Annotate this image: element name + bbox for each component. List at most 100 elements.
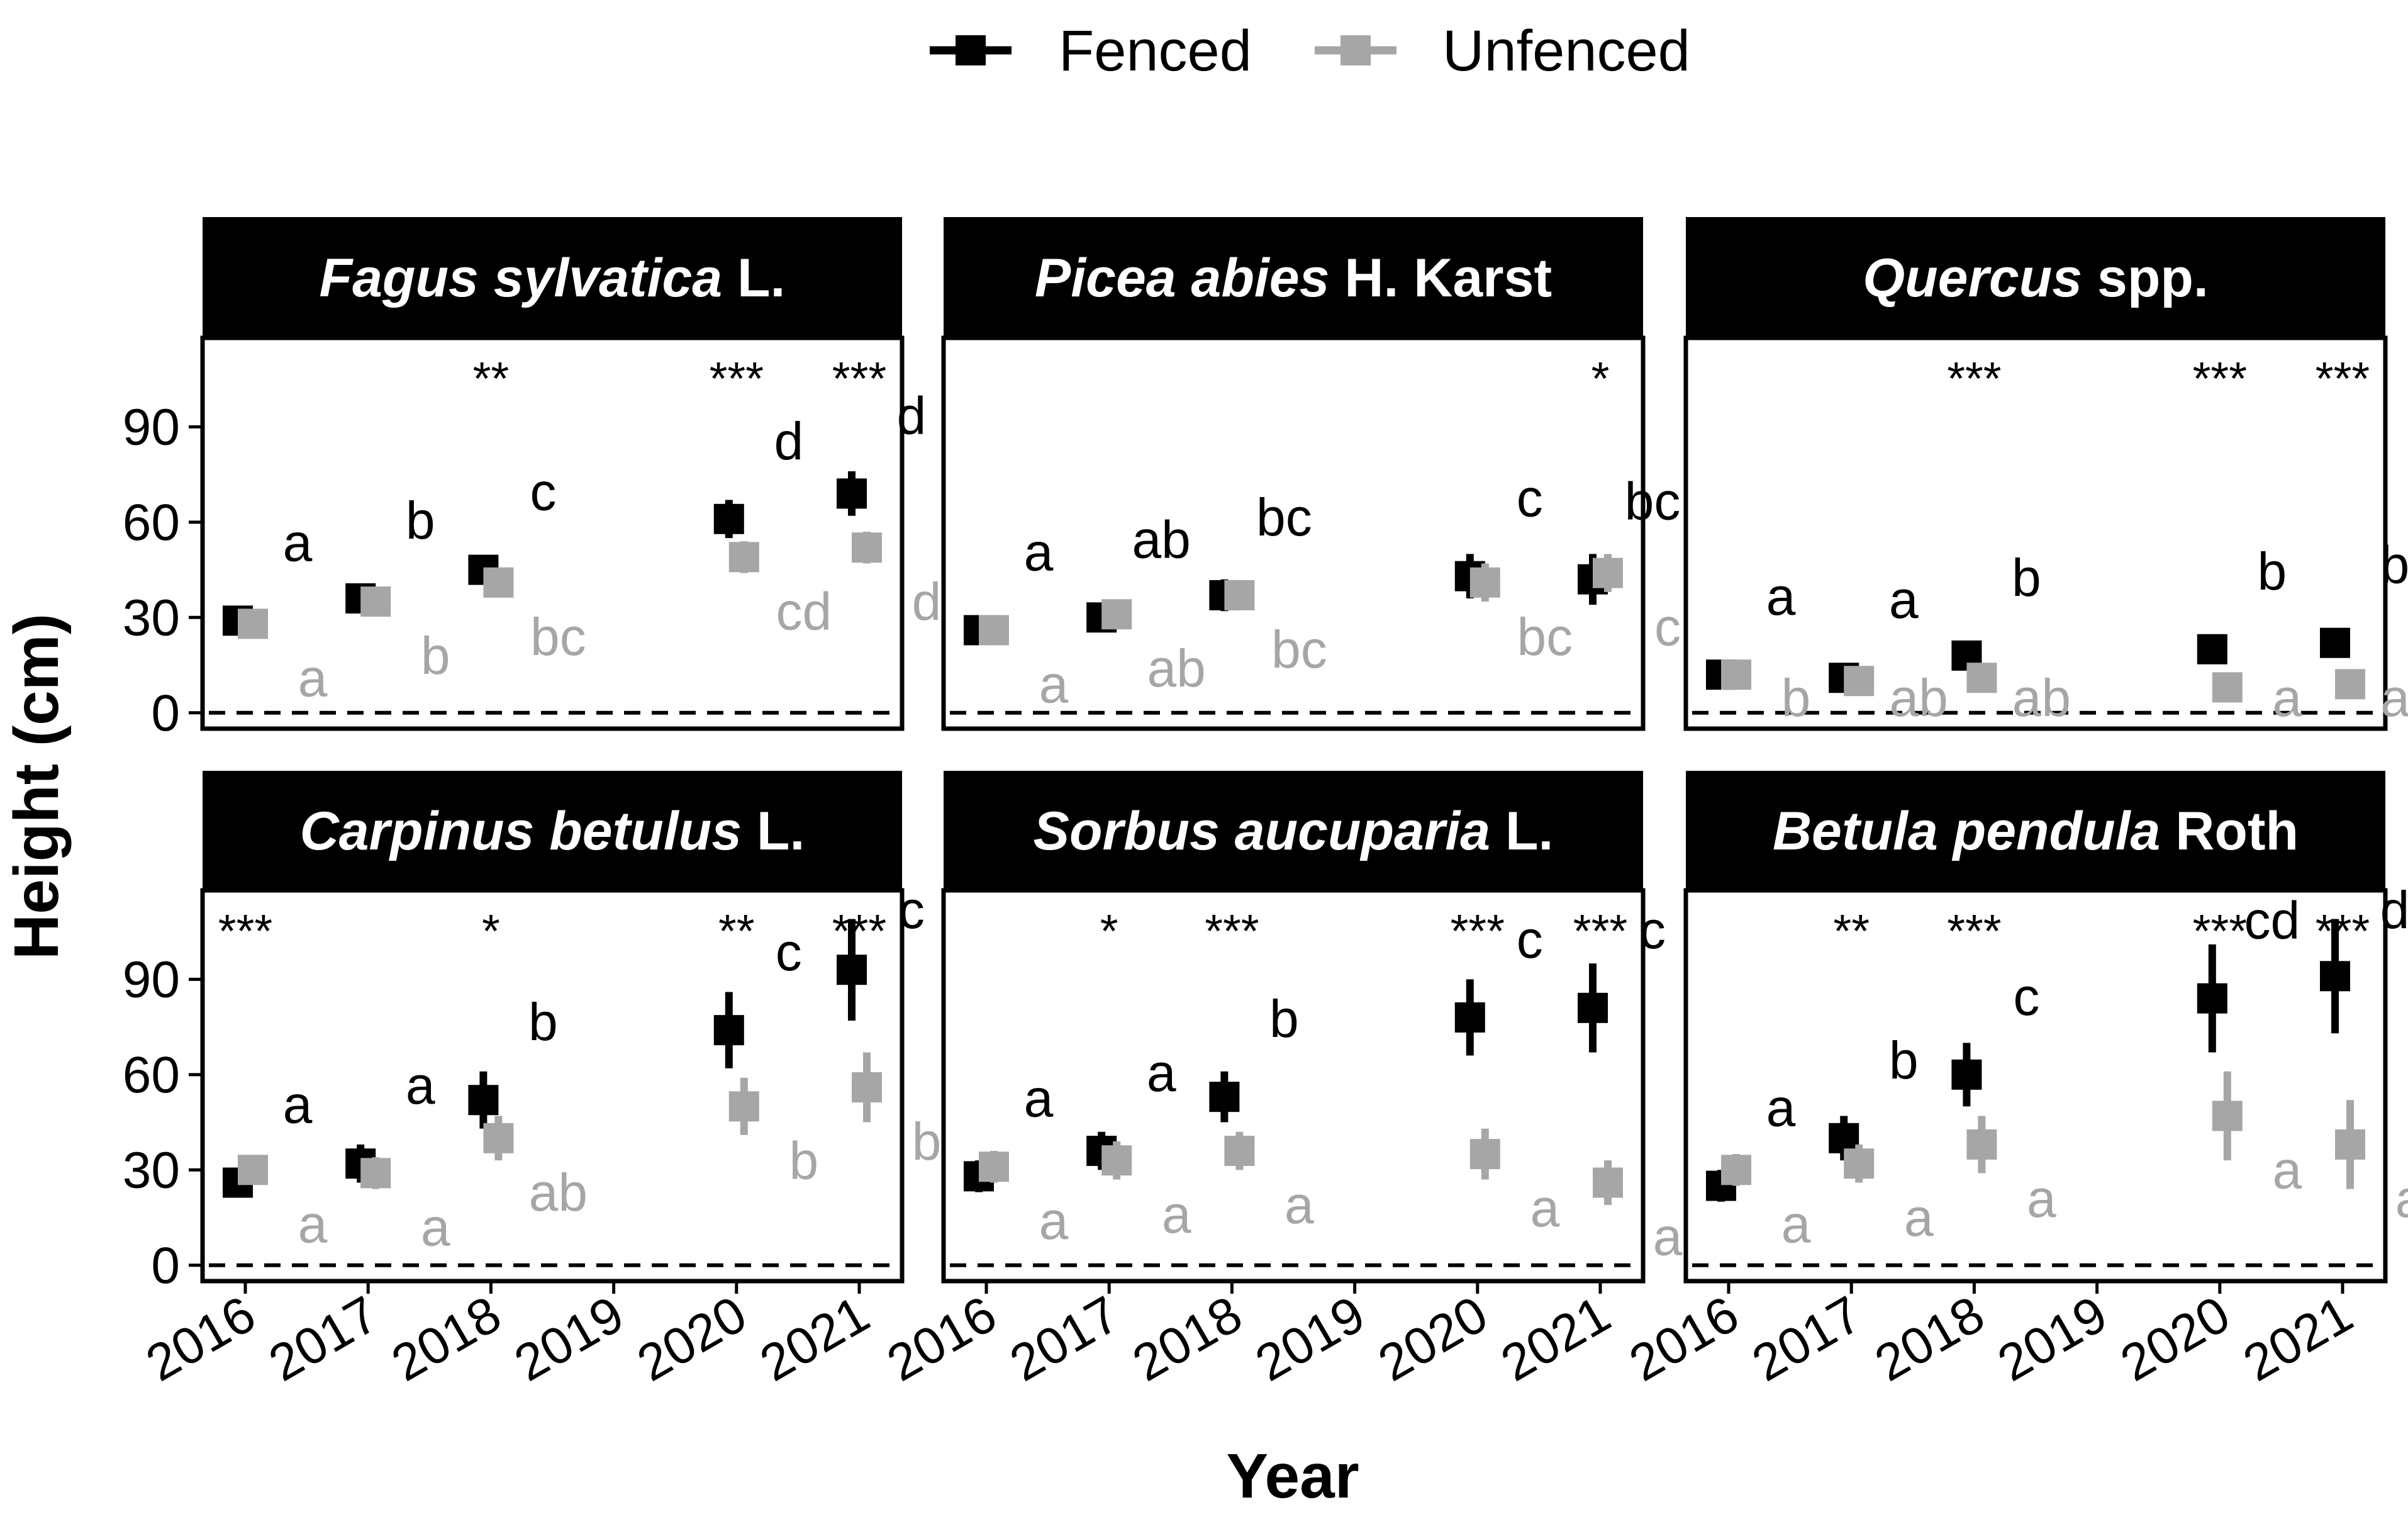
fenced-letter-label: c [1517, 469, 1543, 528]
x-tick-label: 2016 [1620, 1286, 1748, 1392]
y-tick-label: 60 [123, 494, 180, 551]
unfenced-letter-label: b [1781, 668, 1811, 727]
fenced-letter-label: b [2380, 535, 2408, 595]
unfenced-point [2335, 1129, 2365, 1160]
significance-label: *** [1947, 352, 2001, 405]
x-tick-label: 2021 [2234, 1286, 2362, 1392]
unfenced-letter-label: a [298, 1194, 328, 1253]
fenced-letter-label: ab [1132, 510, 1190, 569]
unfenced-letter-label: bc [530, 607, 586, 666]
x-axis-title: Year [1226, 1441, 1359, 1511]
unfenced-letter-label: ab [1889, 668, 1948, 727]
significance-label: *** [1205, 905, 1259, 957]
significance-label: *** [832, 905, 886, 957]
fenced-point [837, 955, 867, 985]
panel-title-species: Betula pendula [1773, 801, 2160, 861]
legend-label-unfenced: Unfenced [1442, 19, 1690, 83]
unfenced-point [852, 532, 882, 563]
unfenced-letter-label: a [1781, 1194, 1811, 1253]
fenced-letter-label: bc [1625, 472, 1681, 531]
fenced-point [1829, 1123, 1859, 1153]
unfenced-point [238, 1155, 268, 1185]
unfenced-letter-label: a [421, 1197, 450, 1257]
fenced-letter-label: cd [2244, 891, 2300, 950]
unfenced-point [1966, 663, 1997, 693]
panel-plot-area-sorbus-aucuparia [941, 888, 1646, 1284]
unfenced-point [483, 567, 514, 598]
unfenced-letter-label: a [1530, 1179, 1559, 1238]
unfenced-point [238, 608, 268, 639]
unfenced-point [1469, 567, 1500, 598]
panel-quercus: Quercus spp.aabbbbababaab********* [1683, 217, 2408, 731]
significance-label: *** [1451, 905, 1505, 957]
fenced-letter-label: d [774, 412, 803, 471]
unfenced-letter-label: a [1039, 1191, 1069, 1250]
y-tick-label: 0 [151, 685, 180, 742]
significance-label: ** [1833, 905, 1870, 957]
panel-title-authority: Roth [2160, 801, 2299, 861]
significance-label: *** [1573, 905, 1627, 957]
y-tick-label: 90 [123, 951, 180, 1008]
panel-title-authority: H. Karst [1329, 248, 1552, 308]
fenced-letter-label: a [1024, 522, 1054, 581]
panel-plot-area-quercus [1683, 335, 2388, 731]
y-tick-label: 0 [151, 1237, 180, 1294]
unfenced-letter-label: cd [776, 581, 832, 641]
unfenced-letter-label: a [2027, 1169, 2056, 1228]
significance-label: *** [2193, 905, 2247, 957]
panel-plot-area-fagus-sylvatica [200, 335, 905, 731]
unfenced-letter-label: ab [529, 1163, 588, 1222]
panel-carpinus-betulus: Carpinus betulus L.030609020162017201820… [123, 771, 941, 1392]
panel-picea-abies: Picea abies H. Karst a ab bc c bc a ab bc bc c * [941, 217, 1681, 731]
fenced-letter-label: a [1147, 1043, 1176, 1102]
unfenced-letter-label: b [789, 1131, 818, 1190]
panel-strip-quercus [1686, 217, 2385, 338]
fenced-letter-label: b [1889, 1031, 1919, 1090]
significance-label: * [1100, 905, 1118, 957]
panel-plot-area-betula-pendula [1683, 888, 2388, 1284]
unfenced-letter-label: ab [2380, 668, 2408, 727]
fenced-letter-label: a [283, 1075, 313, 1134]
unfenced-point [1101, 1145, 1132, 1176]
panel-title-picea-abies: Picea abies H. Karst [1035, 248, 1552, 308]
panel-title-betula-pendula: Betula pendula Roth [1773, 801, 2299, 861]
panel-title-species: Quercus [1863, 248, 2082, 308]
unfenced-letter-label: a [2395, 1169, 2408, 1228]
significance-label: *** [2316, 905, 2370, 957]
x-tick-label: 2017 [260, 1286, 387, 1392]
fenced-letter-label: c [2013, 967, 2039, 1026]
panel-title-authority: L. [1490, 801, 1553, 861]
y-tick-label: 90 [123, 398, 180, 456]
unfenced-letter-label: d [912, 572, 942, 631]
panel-title-species: Sorbus aucuparia [1034, 801, 1490, 861]
unfenced-point [1593, 1167, 1623, 1198]
panel-betula-pendula: Betula pendula Roth 201620172018201920202… [1620, 771, 2408, 1392]
fenced-letter-label: c [1517, 910, 1543, 969]
fenced-letter-label: b [1269, 989, 1299, 1048]
fenced-letter-label: b [528, 992, 558, 1051]
fenced-point [2320, 961, 2350, 992]
fenced-point [1209, 1082, 1240, 1112]
unfenced-point [728, 1091, 759, 1122]
unfenced-point [979, 1151, 1009, 1182]
unfenced-point [1966, 1129, 1997, 1160]
unfenced-letter-label: a [1904, 1188, 1934, 1247]
unfenced-point [360, 586, 391, 617]
y-tick-label: 30 [123, 1141, 180, 1199]
significance-label: ** [473, 352, 510, 405]
significance-label: ** [718, 905, 755, 957]
unfenced-letter-label: b [421, 626, 450, 685]
unfenced-point [1844, 1148, 1875, 1179]
fenced-letter-label: a [1024, 1068, 1054, 1128]
unfenced-point [1469, 1139, 1500, 1170]
unfenced-letter-label: a [2272, 668, 2302, 727]
panel-title-authority: L. [722, 248, 785, 308]
unfenced-letter-label: a [298, 648, 328, 707]
fenced-letter-label: a [1889, 570, 1919, 629]
unfenced-point [1101, 599, 1132, 630]
significance-label: *** [832, 352, 886, 405]
panel-plot-area-carpinus-betulus [200, 888, 905, 1284]
fenced-point [2197, 634, 2227, 664]
